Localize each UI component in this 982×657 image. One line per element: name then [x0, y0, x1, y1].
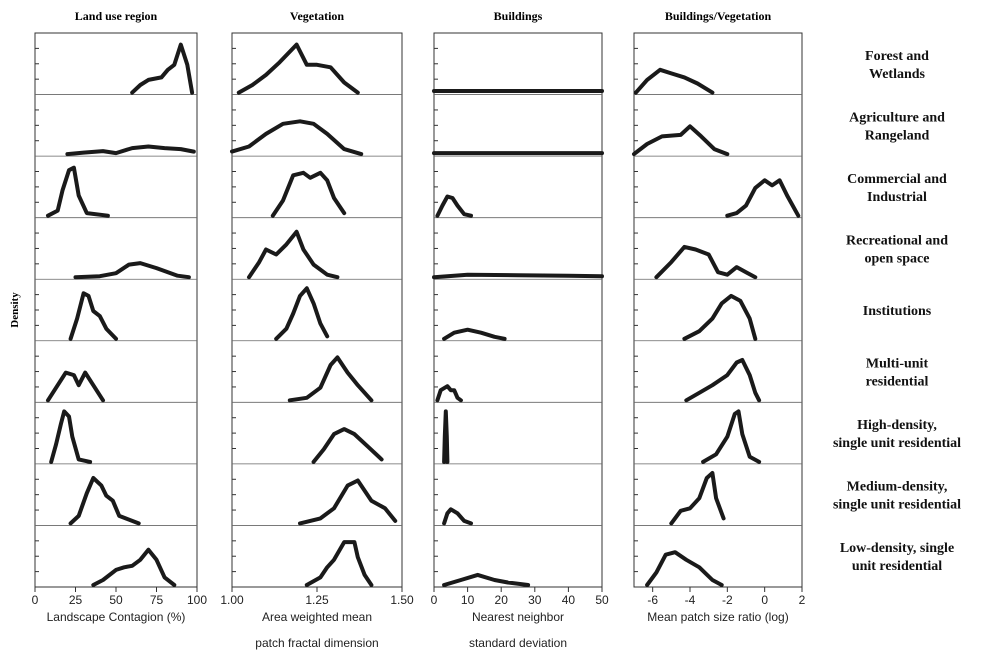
row-label-4: Recreational and	[846, 233, 948, 248]
density-curve-buildings-vegetation-row-4	[654, 244, 758, 280]
x-tick-label: 50	[109, 593, 123, 607]
row-label-8: single unit residential	[833, 498, 961, 513]
x-tick-label: 0	[32, 593, 39, 607]
row-label-1: Wetlands	[869, 67, 926, 82]
density-curve-land-use-region-row-2	[65, 144, 196, 157]
row-label-5: Institutions	[863, 304, 932, 319]
x-axis-label-buildings: standard deviation	[469, 636, 567, 650]
x-axis-label-buildings: Nearest neighbor	[472, 610, 564, 624]
density-curve-vegetation-row-1	[236, 42, 360, 95]
density-curve-buildings-vegetation-row-3	[725, 178, 801, 218]
density-curve-land-use-region-row-9	[91, 547, 177, 587]
density-curve-land-use-region-row-1	[130, 42, 195, 95]
panel-frame-buildings	[433, 32, 603, 588]
density-curve-vegetation-row-4	[247, 229, 340, 280]
density-curve-buildings-row-6	[435, 384, 463, 403]
density-curve-buildings-row-8	[442, 507, 473, 526]
x-axis-label-buildings-vegetation: Mean patch size ratio (log)	[647, 610, 788, 624]
x-tick-label: 1.50	[390, 593, 414, 607]
panel-title-buildings-vegetation: Buildings/Vegetation	[665, 9, 772, 23]
density-curve-buildings-row-9	[442, 572, 531, 587]
row-label-8: Medium-density,	[847, 480, 948, 495]
x-axis-label-land-use-region: Landscape Contagion (%)	[47, 610, 186, 624]
row-label-7: High-density,	[857, 418, 937, 433]
x-tick-label: -2	[722, 593, 733, 607]
density-curve-land-use-region-row-4	[73, 261, 191, 280]
density-curve-buildings-vegetation-row-1	[633, 67, 715, 95]
row-label-6: residential	[866, 375, 929, 390]
density-curve-vegetation-row-2	[230, 119, 364, 157]
density-curve-buildings-row-5	[442, 327, 507, 341]
x-tick-label: -6	[647, 593, 658, 607]
density-curve-buildings-vegetation-row-9	[645, 550, 724, 587]
row-label-2: Agriculture and	[849, 110, 945, 125]
row-label-4: open space	[865, 251, 930, 266]
row-label-9: unit residential	[852, 559, 942, 574]
x-tick-label: 1.00	[220, 593, 244, 607]
panel-title-vegetation: Vegetation	[290, 9, 345, 23]
density-curve-buildings-vegetation-row-7	[701, 409, 762, 464]
row-label-7: single unit residential	[833, 436, 961, 451]
density-curve-land-use-region-row-3	[46, 165, 110, 218]
x-tick-label: 0	[761, 593, 768, 607]
density-curve-land-use-region-row-8	[68, 476, 141, 526]
row-label-2: Rangeland	[865, 128, 930, 143]
y-axis-label: Density	[9, 292, 21, 328]
density-curve-vegetation-row-9	[304, 540, 374, 587]
density-curve-land-use-region-row-6	[46, 370, 105, 403]
density-curve-land-use-region-row-5	[68, 291, 118, 341]
density-curve-buildings-vegetation-row-6	[684, 358, 762, 403]
x-tick-label: 0	[431, 593, 438, 607]
density-curve-buildings-row-4	[432, 272, 604, 280]
density-curve-vegetation-row-3	[270, 170, 347, 218]
density-curve-buildings-row-7	[442, 409, 450, 464]
x-tick-label: -4	[685, 593, 696, 607]
row-label-3: Industrial	[867, 190, 927, 205]
x-tick-label: 2	[799, 593, 806, 607]
row-label-1: Forest and	[865, 49, 929, 64]
x-axis-label-vegetation: patch fractal dimension	[255, 636, 378, 650]
density-curve-buildings-vegetation-row-2	[632, 124, 730, 157]
x-tick-label: 50	[595, 593, 609, 607]
x-tick-label: 40	[562, 593, 576, 607]
x-tick-label: 1.25	[305, 593, 329, 607]
x-tick-label: 20	[495, 593, 509, 607]
density-curve-buildings-vegetation-row-5	[682, 293, 758, 341]
panel-title-buildings: Buildings	[494, 9, 543, 23]
x-tick-label: 100	[187, 593, 207, 607]
density-curve-vegetation-row-7	[311, 427, 384, 464]
row-label-9: Low-density, single	[840, 541, 954, 556]
density-curve-land-use-region-row-7	[49, 409, 93, 464]
x-tick-label: 30	[528, 593, 542, 607]
row-label-6: Multi-unit	[866, 357, 929, 372]
x-tick-label: 25	[69, 593, 83, 607]
density-curve-vegetation-row-5	[274, 286, 330, 341]
density-curve-vegetation-row-6	[287, 355, 374, 403]
density-curve-vegetation-row-8	[298, 478, 398, 526]
x-tick-label: 10	[461, 593, 475, 607]
row-label-3: Commercial and	[847, 172, 947, 187]
x-axis-label-vegetation: Area weighted mean	[262, 610, 372, 624]
panel-title-land-use-region: Land use region	[75, 9, 158, 23]
density-curve-buildings-vegetation-row-8	[669, 471, 726, 526]
density-curve-buildings-row-3	[435, 194, 473, 218]
x-tick-label: 75	[150, 593, 164, 607]
